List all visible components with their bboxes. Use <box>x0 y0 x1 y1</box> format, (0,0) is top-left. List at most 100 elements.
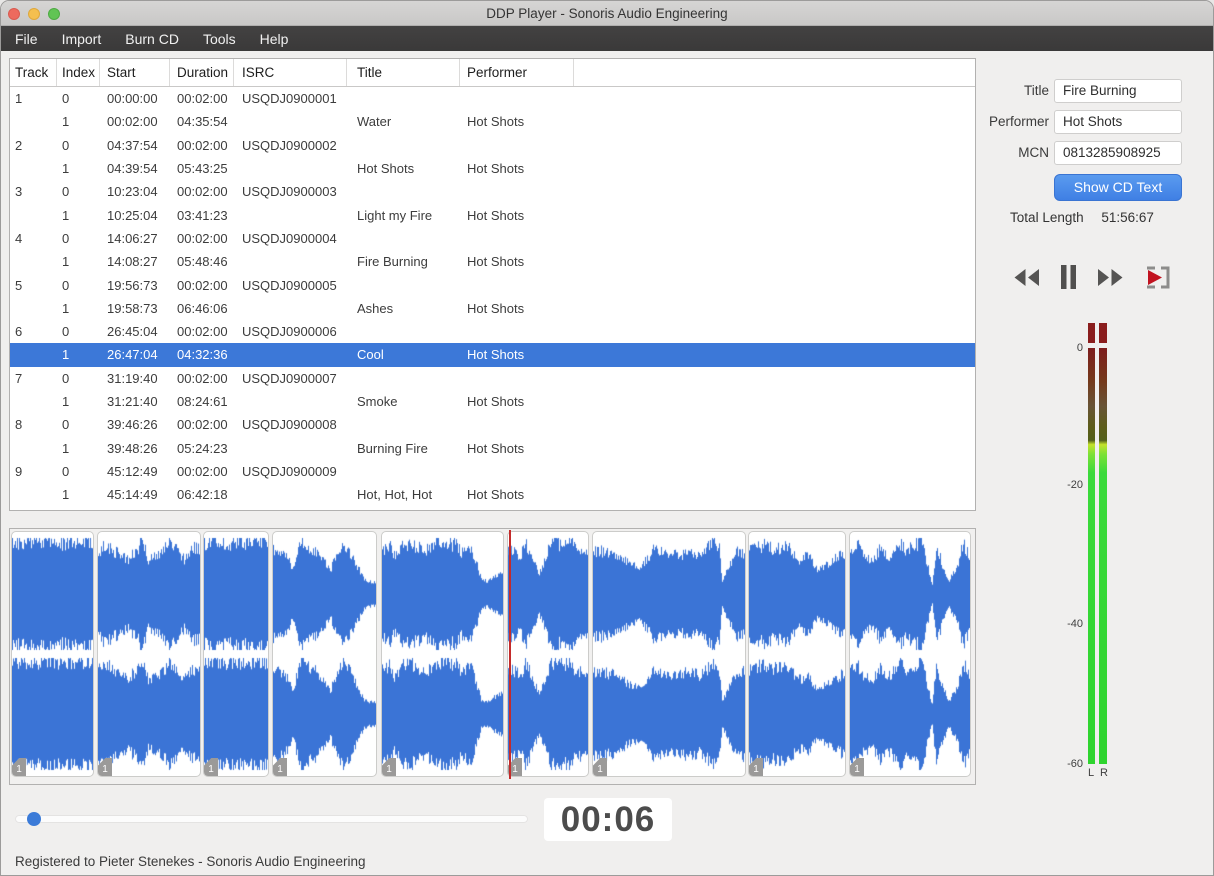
clip-indicator-left <box>1088 323 1095 343</box>
cell-performer: Hot Shots <box>467 300 525 316</box>
minimize-window-icon[interactable] <box>28 8 40 20</box>
menu-item-tools[interactable]: Tools <box>202 30 236 47</box>
cell-duration: 00:02:00 <box>177 277 228 293</box>
table-row[interactable]: 1 00:02:00 04:35:54 Water Hot Shots <box>10 110 975 133</box>
column-header-filler <box>574 59 975 86</box>
fast-forward-button[interactable] <box>1097 268 1124 287</box>
table-row[interactable]: 1 45:14:49 06:42:18 Hot, Hot, Hot Hot Shots <box>10 483 975 506</box>
waveform-canvas <box>12 535 93 773</box>
waveform-track-card[interactable]: 1 <box>272 531 377 777</box>
column-header-track[interactable]: Track <box>10 59 57 86</box>
cell-performer: Hot Shots <box>467 254 525 270</box>
index-marker-tag: 1 <box>12 758 26 776</box>
cell-track: 8 <box>15 417 23 433</box>
waveform-track-card[interactable]: 1 <box>592 531 746 777</box>
cell-track: 3 <box>15 184 23 200</box>
cell-start: 45:14:49 <box>107 487 158 503</box>
cell-start: 10:23:04 <box>107 184 158 200</box>
cell-start: 00:00:00 <box>107 91 158 107</box>
cell-isrc: USQDJ0900007 <box>242 370 337 386</box>
status-bar-text: Registered to Pieter Stenekes - Sonoris … <box>15 854 366 869</box>
cell-duration: 00:02:00 <box>177 463 228 479</box>
performer-field[interactable]: Hot Shots <box>1054 110 1182 134</box>
cell-start: 14:06:27 <box>107 230 158 246</box>
index-marker-tag: 1 <box>382 758 396 776</box>
table-row[interactable]: 1 26:47:04 04:32:36 Cool Hot Shots <box>10 343 975 367</box>
cell-title: Smoke <box>357 394 398 409</box>
menu-item-file[interactable]: File <box>15 30 38 47</box>
rewind-icon <box>1014 268 1039 286</box>
cell-index: 1 <box>62 440 70 456</box>
column-header-index[interactable]: Index <box>57 59 100 86</box>
table-row[interactable]: 1 0 00:00:00 00:02:00 USQDJ0900001 <box>10 87 975 110</box>
meter-channel-left-label: L <box>1088 767 1095 779</box>
waveform-canvas <box>204 535 268 773</box>
table-row[interactable]: 1 10:25:04 03:41:23 Light my Fire Hot Shots <box>10 203 975 226</box>
waveform-track-card[interactable]: 1 <box>748 531 846 777</box>
column-header-start[interactable]: Start <box>100 59 170 86</box>
waveform-track-card[interactable]: 1 <box>507 531 589 777</box>
waveform-track-card[interactable]: 1 <box>97 531 201 777</box>
cell-duration: 08:24:61 <box>177 394 228 409</box>
cell-isrc: USQDJ0900008 <box>242 417 337 433</box>
waveform-track-card[interactable]: 1 <box>11 531 94 777</box>
waveform-canvas <box>273 535 376 773</box>
cell-index: 0 <box>62 91 70 107</box>
cell-index: 0 <box>62 370 70 386</box>
table-row[interactable]: 2 0 04:37:54 00:02:00 USQDJ0900002 <box>10 134 975 157</box>
cell-duration: 00:02:00 <box>177 91 228 107</box>
menu-item-help[interactable]: Help <box>259 30 289 47</box>
transport-controls <box>1013 259 1175 295</box>
mcn-field[interactable]: 0813285908925 <box>1054 141 1182 165</box>
close-window-icon[interactable] <box>8 8 20 20</box>
column-header-duration[interactable]: Duration <box>170 59 234 86</box>
column-header-title[interactable]: Title <box>347 59 460 86</box>
column-header-isrc[interactable]: ISRC <box>234 59 347 86</box>
show-cd-text-button[interactable]: Show CD Text <box>1054 174 1182 201</box>
menu-item-import[interactable]: Import <box>61 30 102 47</box>
column-header-performer[interactable]: Performer <box>460 59 574 86</box>
table-row[interactable]: 1 31:21:40 08:24:61 Smoke Hot Shots <box>10 390 975 413</box>
index-marker-tag: 1 <box>850 758 864 776</box>
waveform-canvas <box>593 535 745 773</box>
playhead[interactable] <box>509 530 511 779</box>
table-row[interactable]: 7 0 31:19:40 00:02:00 USQDJ0900007 <box>10 367 975 390</box>
waveform-canvas <box>382 535 503 773</box>
table-row[interactable]: 3 0 10:23:04 00:02:00 USQDJ0900003 <box>10 180 975 203</box>
table-row[interactable]: 1 19:58:73 06:46:06 Ashes Hot Shots <box>10 297 975 320</box>
waveform-canvas <box>749 535 845 773</box>
waveform-track-card[interactable]: 1 <box>381 531 504 777</box>
seek-slider-track[interactable] <box>15 815 528 823</box>
table-row[interactable]: 5 0 19:56:73 00:02:00 USQDJ0900005 <box>10 273 975 296</box>
waveform-track-card[interactable]: 1 <box>849 531 971 777</box>
total-length: Total Length 51:56:67 <box>976 210 1188 225</box>
cell-start: 31:21:40 <box>107 394 158 409</box>
table-row[interactable]: 1 14:08:27 05:48:46 Fire Burning Hot Shots <box>10 250 975 273</box>
table-row[interactable]: 8 0 39:46:26 00:02:00 USQDJ0900008 <box>10 413 975 436</box>
cell-isrc: USQDJ0900006 <box>242 324 337 340</box>
title-field[interactable]: Fire Burning <box>1054 79 1182 103</box>
cell-isrc: USQDJ0900002 <box>242 137 337 153</box>
total-length-value: 51:56:67 <box>1101 210 1154 225</box>
cell-performer: Hot Shots <box>467 440 525 456</box>
table-row[interactable]: 4 0 14:06:27 00:02:00 USQDJ0900004 <box>10 227 975 250</box>
zoom-window-icon[interactable] <box>48 8 60 20</box>
pause-button[interactable] <box>1060 265 1077 289</box>
menu-item-burn-cd[interactable]: Burn CD <box>125 30 179 47</box>
cell-track: 5 <box>15 277 23 293</box>
rewind-button[interactable] <box>1013 268 1040 287</box>
cell-start: 39:48:26 <box>107 440 158 456</box>
index-marker-tag: 1 <box>593 758 607 776</box>
waveform-canvas <box>98 535 200 773</box>
waveform-track-card[interactable]: 1 <box>203 531 269 777</box>
cell-duration: 00:02:00 <box>177 370 228 386</box>
cell-start: 04:39:54 <box>107 161 158 177</box>
cell-start: 19:58:73 <box>107 300 158 316</box>
table-row[interactable]: 9 0 45:12:49 00:02:00 USQDJ0900009 <box>10 460 975 483</box>
table-row[interactable]: 1 04:39:54 05:43:25 Hot Shots Hot Shots <box>10 157 975 180</box>
seek-slider-thumb[interactable] <box>27 812 41 826</box>
waveform-overview[interactable]: 1 1 1 1 1 1 1 1 1 <box>9 528 976 785</box>
table-row[interactable]: 1 39:48:26 05:24:23 Burning Fire Hot Shots <box>10 436 975 459</box>
table-row[interactable]: 6 0 26:45:04 00:02:00 USQDJ0900006 <box>10 320 975 343</box>
play-to-marker-button[interactable] <box>1144 262 1175 293</box>
